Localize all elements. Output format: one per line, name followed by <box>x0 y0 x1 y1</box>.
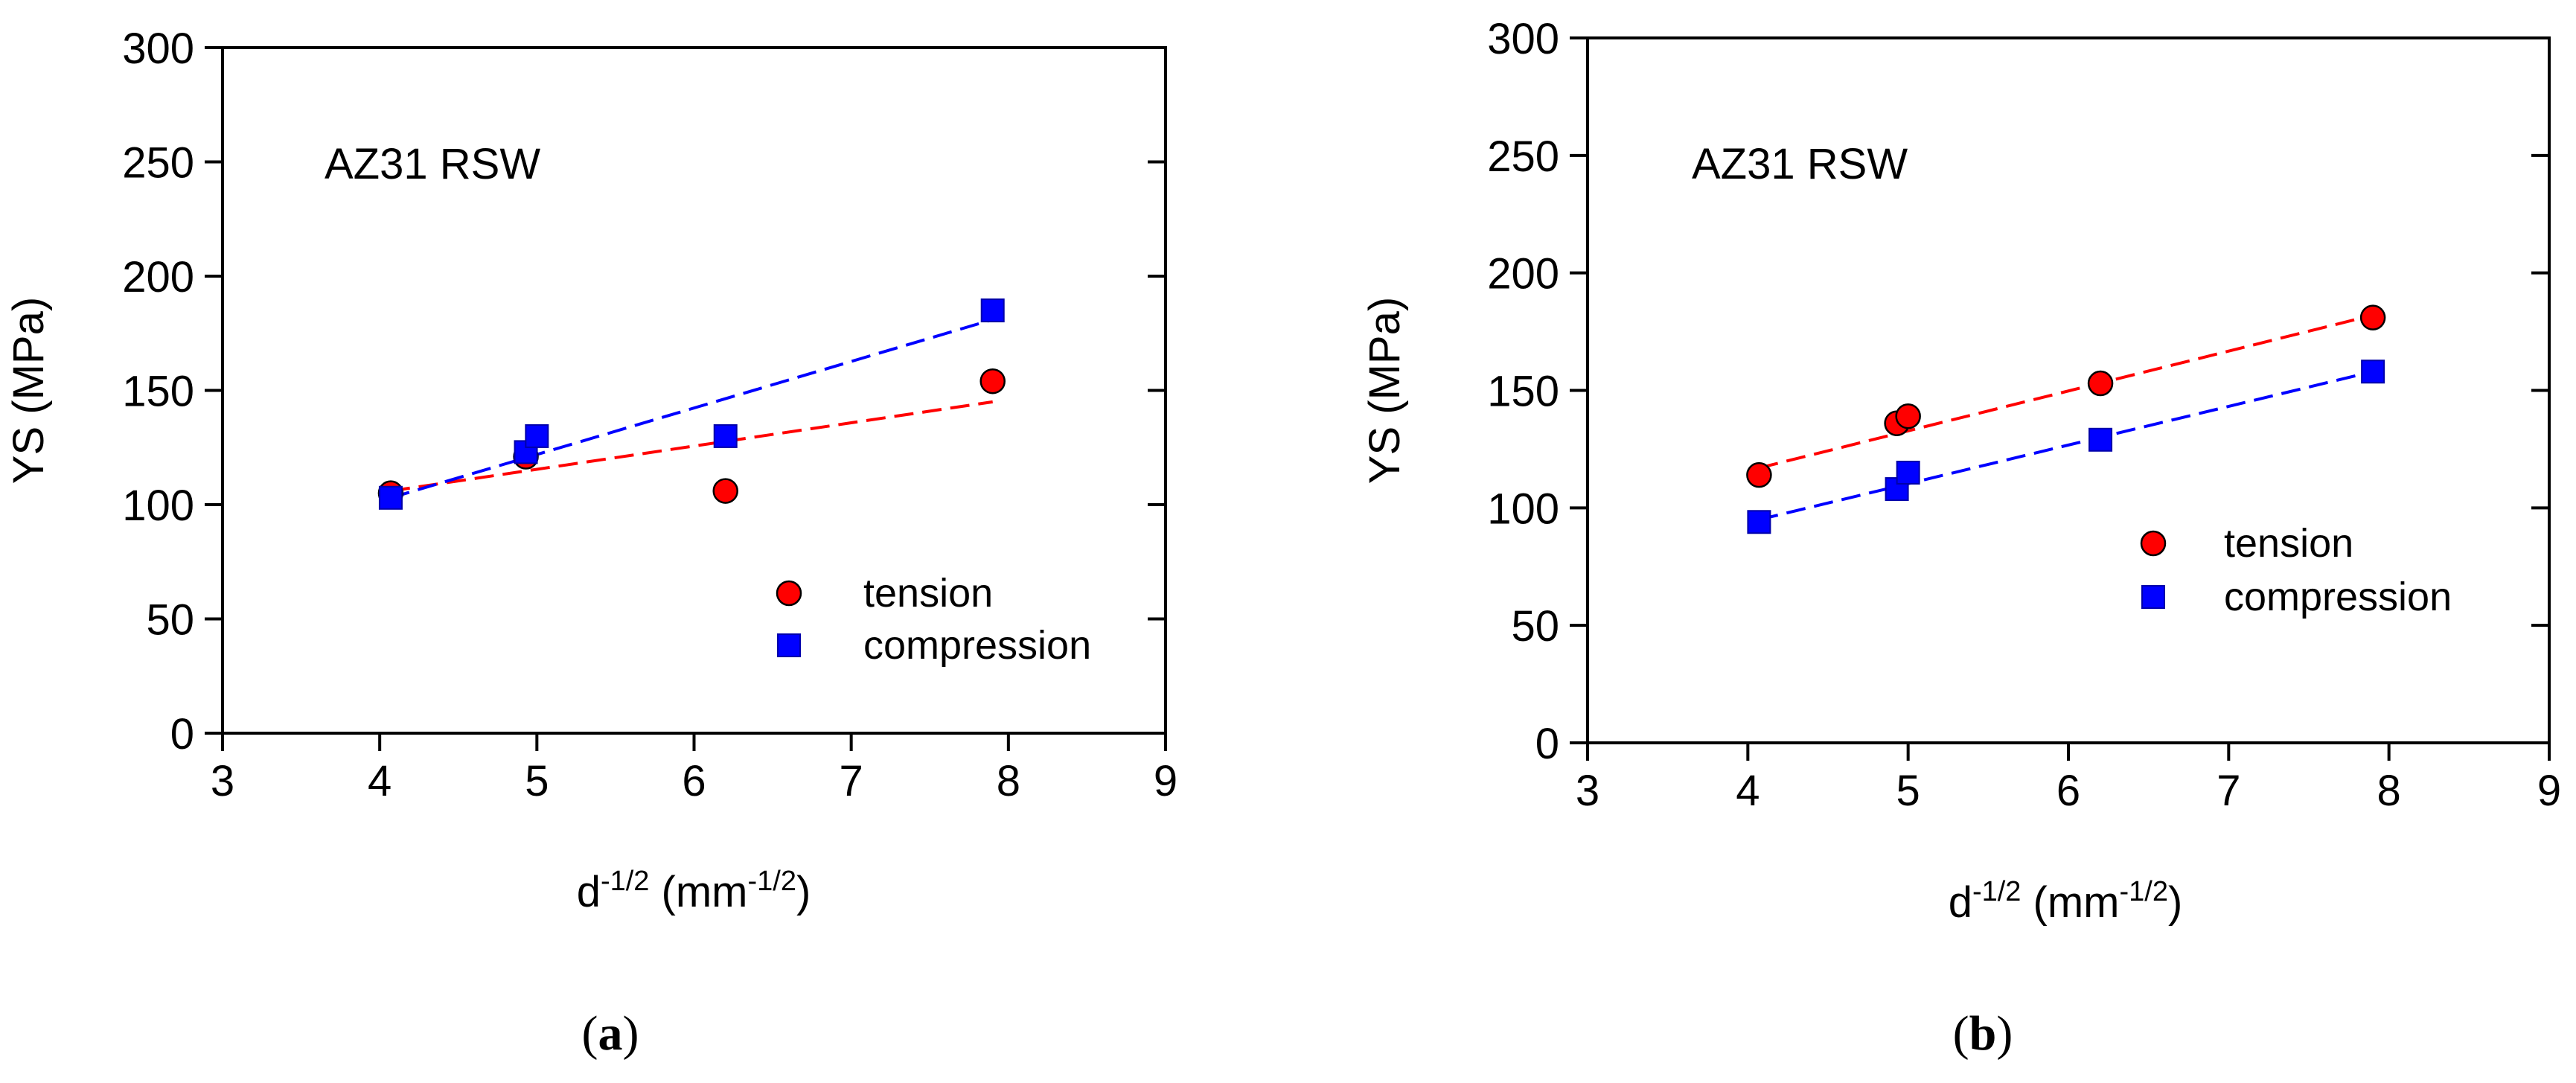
panel-b-x-axis-label: d-1/2 (mm-1/2) <box>1949 876 2183 927</box>
panel-a-x-axis-label: d-1/2 (mm-1/2) <box>577 866 811 916</box>
panel-b-tension-fit-line <box>1758 313 2374 470</box>
panel-a-x-axis-label-part: (mm <box>649 868 747 916</box>
panel-b-y-tick-label: 0 <box>1535 720 1559 768</box>
panel-b-caption-paren: ( <box>1953 1006 1969 1061</box>
panel-b-legend-tension-marker <box>2140 530 2167 557</box>
panel-a-x-tick-label: 6 <box>682 757 706 805</box>
panel-b-compression-point <box>2088 427 2113 452</box>
panel-b-y-tick-label: 150 <box>1487 368 1559 416</box>
panel-a-x-tick-label: 8 <box>997 757 1020 805</box>
panel-a-legend-compression-label: compression <box>863 623 1091 668</box>
panel-a-caption-letter: a <box>598 1006 623 1061</box>
panel-b-y-tick-label: 300 <box>1487 15 1559 63</box>
panel-b-x-axis-label-part: -1/2 <box>1972 876 2021 907</box>
panel-a-compression-fit-line <box>390 318 994 499</box>
panel-a-legend-tension-marker <box>776 580 802 607</box>
panel-a-compression-point <box>378 485 403 510</box>
panel-a-x-axis-label-part: -1/2 <box>748 866 796 897</box>
panel-b-tension-point <box>2359 304 2386 330</box>
panel-a-y-tick-label: 0 <box>170 710 194 758</box>
panel-b-tension-point <box>2087 370 2114 397</box>
panel-a-compression-point <box>713 424 738 448</box>
panel-b-compression-point <box>1747 510 1771 534</box>
panel-a-tension-fit-line <box>390 400 994 493</box>
panel-a-compression-point <box>980 298 1005 323</box>
panel-b-legend-compression-marker <box>2141 585 2165 609</box>
panel-a-y-tick-label: 150 <box>122 368 194 416</box>
panel-b-y-tick-label: 100 <box>1487 485 1559 533</box>
panel-b-y-tick-label: 200 <box>1487 250 1559 298</box>
panel-a-compression-point <box>525 424 549 448</box>
panel-a-x-tick-label: 4 <box>368 757 391 805</box>
panel-a-annotation: AZ31 RSW <box>325 140 540 188</box>
panel-a-x-tick-label: 3 <box>211 757 234 805</box>
panel-a-y-tick-label: 250 <box>122 139 194 188</box>
panel-b-x-axis-label-part: d <box>1949 878 1972 927</box>
panel-a-x-tick-label: 7 <box>840 757 863 805</box>
panel-b-x-tick-label: 5 <box>1896 767 1920 815</box>
panel-a-caption-paren: ) <box>623 1006 639 1061</box>
panel-a-y-tick-label: 300 <box>122 25 194 73</box>
panel-a-legend-tension-label: tension <box>863 571 993 616</box>
panel-a-x-axis-label-part: -1/2 <box>601 866 649 897</box>
panel-a-legend-compression-marker <box>777 633 801 657</box>
panel-b-x-tick-label: 8 <box>2377 767 2401 815</box>
panel-b-chart: 3 4 5 6 7 8 9 0 50 100 150 200 250 300 AZ31 RSW tension… <box>1361 15 2561 1061</box>
panel-b-x-axis-label-part: (mm <box>2021 878 2119 927</box>
panel-a-caption: (a) <box>582 1006 639 1061</box>
panel-a-y-tick-label: 100 <box>122 482 194 530</box>
panel-a-tension-point <box>712 478 738 504</box>
panel-b-x-tick-label: 4 <box>1736 767 1760 815</box>
panel-a-x-tick-label: 5 <box>525 757 549 805</box>
panel-a-x-axis-label-part: d <box>577 868 601 916</box>
panel-b-x-axis-label-part: ) <box>2168 878 2182 927</box>
panel-a-tension-point <box>979 368 1006 394</box>
panel-a-y-tick-label: 50 <box>146 596 194 645</box>
panel-b-annotation: AZ31 RSW <box>1692 140 1908 188</box>
panel-b-caption-paren: ) <box>1996 1006 2013 1061</box>
panel-a-x-tick-label: 9 <box>1154 757 1177 805</box>
panel-b-y-axis-label: YS (MPa) <box>1361 297 1409 484</box>
panel-a-x-axis-label-part: ) <box>796 868 811 916</box>
panel-a-chart: 3 4 5 6 7 8 9 0 50 100 150 200 250 300 AZ31 RSW tension… <box>4 25 1177 1061</box>
panel-b-x-axis-label-part: -1/2 <box>2120 876 2168 907</box>
panel-b-caption: (b) <box>1953 1006 2013 1061</box>
panel-b-tension-point <box>1746 461 1772 488</box>
panel-a-caption-paren: ( <box>582 1006 598 1061</box>
panel-b-x-tick-label: 9 <box>2537 767 2561 815</box>
panel-a-y-axis-label: YS (MPa) <box>4 297 53 484</box>
panel-b-tension-point <box>1895 403 1921 429</box>
panel-b-compression-point <box>2361 360 2385 384</box>
panel-b-legend-tension-label: tension <box>2224 521 2353 566</box>
panel-b-legend-compression-label: compression <box>2224 575 2452 619</box>
panel-b-y-tick-label: 50 <box>1511 602 1559 651</box>
panel-b-x-tick-label: 3 <box>1576 767 1599 815</box>
panel-b-compression-fit-line <box>1758 370 2374 522</box>
panel-b-y-tick-label: 250 <box>1487 132 1559 181</box>
panel-a-y-tick-label: 200 <box>122 253 194 301</box>
panel-b-compression-point <box>1896 460 1920 485</box>
panel-b-x-tick-label: 7 <box>2217 767 2240 815</box>
panel-b-caption-letter: b <box>1969 1006 1997 1061</box>
panel-b-x-tick-label: 6 <box>2056 767 2080 815</box>
